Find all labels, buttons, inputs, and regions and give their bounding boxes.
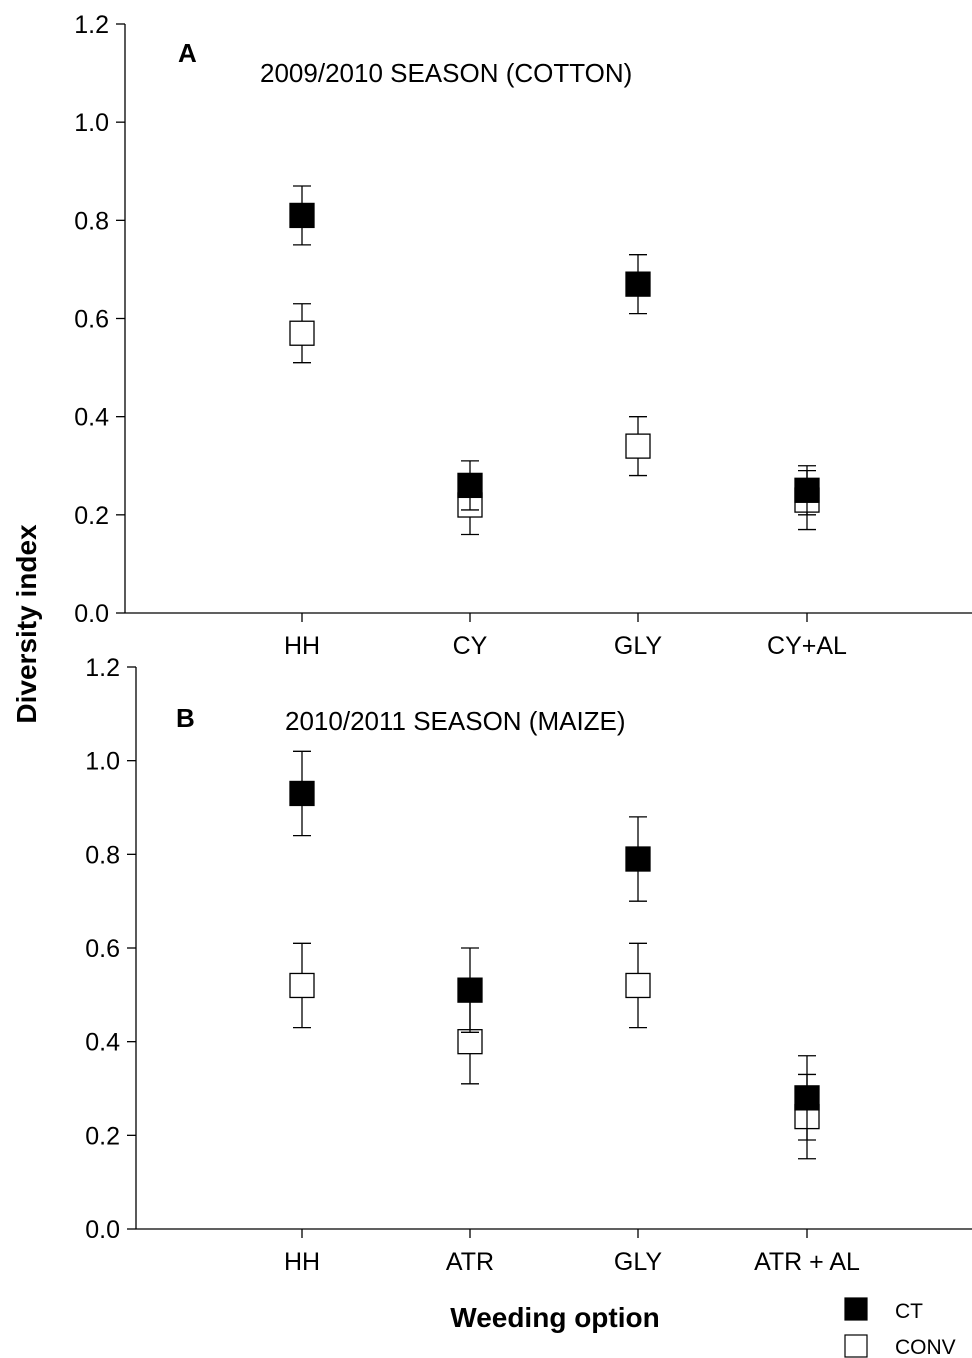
y-tick-label: 0.8 [85, 841, 120, 869]
y-tick-label: 0.0 [85, 1216, 120, 1244]
x-tick-label: GLY [614, 1248, 662, 1276]
legend-swatch-conv [844, 1334, 868, 1358]
y-tick-label: 0.8 [74, 207, 109, 235]
point-ct [794, 477, 820, 503]
panel-title: 2009/2010 SEASON (COTTON) [260, 58, 632, 88]
y-tick-label: 1.2 [85, 654, 120, 682]
point-conv [625, 433, 651, 459]
y-tick-label: 0.4 [85, 1029, 120, 1057]
point-conv [625, 972, 651, 999]
y-tick-label: 0.6 [85, 935, 120, 963]
point-ct [289, 202, 315, 229]
point-ct [457, 472, 483, 499]
x-tick-label: CY+AL [767, 632, 847, 660]
point-ct [625, 271, 651, 297]
y-tick-label: 0.6 [74, 306, 109, 334]
point-conv [289, 972, 315, 999]
point-conv [289, 320, 315, 346]
y-tick-label: 0.2 [85, 1122, 120, 1150]
point-conv [457, 1029, 483, 1055]
x-axis-title: Weeding option [450, 1302, 659, 1333]
y-tick-label: 0.2 [74, 502, 109, 530]
y-tick-label: 0.0 [74, 600, 109, 628]
panel-a-chart: 0.0 0.2 0.4 0.6 0.8 1.0 1.2 HH CY GLY CY+AL A 2009/2… [74, 11, 972, 660]
point-ct [457, 977, 483, 1003]
y-tick-label: 1.0 [85, 748, 120, 776]
point-ct [794, 1085, 820, 1111]
x-tick-label: GLY [614, 632, 662, 660]
point-ct [625, 846, 651, 872]
x-tick-label: HH [284, 1248, 320, 1276]
point-ct [289, 780, 315, 807]
panel-b-chart: 0.0 0.2 0.4 0.6 0.8 1.0 1.2 HH ATR GLY ATR + AL B 20… [85, 654, 972, 1276]
y-tick-label: 1.0 [74, 109, 109, 137]
panel-title: 2010/2011 SEASON (MAIZE) [285, 706, 626, 736]
panel-letter: A [178, 38, 197, 68]
x-tick-label: ATR [446, 1248, 494, 1276]
x-tick-label: HH [284, 632, 320, 660]
y-axis-title: Diversity index [11, 524, 42, 724]
legend-label-ct: CT [895, 1300, 923, 1323]
x-tick-label: CY [453, 632, 488, 660]
legend-swatch-ct [844, 1297, 868, 1321]
y-tick-label: 0.4 [74, 404, 109, 432]
legend: CT CONV [844, 1297, 956, 1358]
y-tick-label: 1.2 [74, 11, 109, 39]
x-tick-label: ATR + AL [754, 1248, 860, 1276]
legend-label-conv: CONV [895, 1336, 956, 1358]
panel-letter: B [176, 703, 195, 733]
